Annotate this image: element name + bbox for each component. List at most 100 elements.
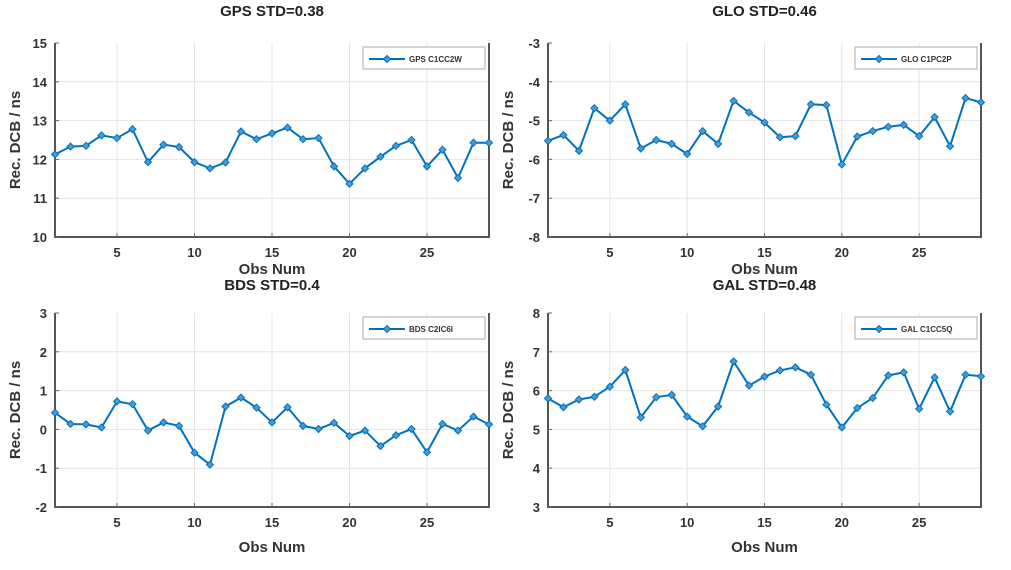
data-point [81, 420, 91, 429]
data-point [621, 100, 630, 109]
data-point [729, 96, 738, 106]
data-point [267, 129, 277, 138]
data-point [744, 381, 754, 390]
data-point [930, 373, 939, 382]
data-point [143, 157, 153, 167]
data-point [976, 372, 986, 381]
data-point [174, 421, 184, 431]
y-tick-label: 5 [533, 422, 540, 437]
data-point [559, 403, 568, 412]
data-point [205, 164, 215, 173]
x-tick-label: 5 [113, 515, 120, 530]
data-point [543, 136, 553, 145]
y-tick-label: 15 [33, 36, 47, 51]
chart-title: GLO STD=0.46 [712, 3, 817, 20]
data-point [221, 158, 230, 167]
data-point [945, 142, 955, 151]
data-point [698, 422, 707, 431]
data-point [329, 418, 339, 428]
data-point [806, 370, 816, 379]
chart-panel-2: 5 10 15 20 25 -2 -1 0 1 2 3 BDS STD=0.4 Obs Num Rec. … [7, 277, 494, 556]
legend-box [362, 46, 486, 70]
x-tick-label: 20 [342, 245, 356, 260]
data-point [236, 393, 246, 402]
x-tick-label: 10 [680, 515, 694, 530]
data-point [868, 126, 877, 136]
data-point [236, 127, 246, 136]
data-point [50, 408, 60, 417]
data-point [174, 142, 184, 152]
data-point [391, 141, 401, 151]
data-point [945, 407, 955, 416]
y-tick-label: 7 [533, 345, 540, 360]
data-point [914, 131, 924, 141]
legend-marker [874, 324, 884, 334]
x-axis-label: Obs Num [731, 261, 798, 278]
legend-label: BDS C2IC6I [409, 325, 453, 334]
data-point [605, 116, 615, 125]
y-tick-label: 14 [33, 75, 48, 90]
x-tick-label: 10 [680, 245, 694, 260]
legend-box [854, 316, 978, 340]
data-point [128, 399, 137, 409]
data-point [667, 139, 676, 149]
data-point [884, 371, 893, 380]
data-point [590, 392, 599, 402]
data-point [822, 100, 831, 110]
y-tick-label: -7 [528, 191, 540, 206]
data-point [899, 120, 908, 130]
x-axis-label: Obs Num [239, 539, 306, 556]
data-point [66, 142, 75, 151]
chart-title: GPS STD=0.38 [220, 3, 324, 20]
data-point [438, 145, 447, 154]
data-point [484, 138, 494, 147]
data-point [221, 402, 230, 411]
y-tick-label: -1 [35, 461, 47, 476]
data-point [314, 424, 323, 434]
legend-box [854, 46, 978, 70]
data-point [884, 122, 893, 132]
data-point [822, 400, 831, 409]
data-point [267, 418, 277, 427]
data-point [837, 423, 847, 432]
y-tick-label: -4 [528, 75, 540, 90]
data-point [190, 448, 199, 457]
chart-title: GAL STD=0.48 [713, 277, 817, 294]
y-tick-label: 3 [533, 500, 540, 515]
y-tick-label: 1 [40, 384, 47, 399]
data-point [636, 413, 645, 422]
data-point [453, 173, 463, 183]
data-point [590, 103, 599, 113]
data-point [453, 426, 463, 435]
data-point [81, 141, 91, 151]
data-point [190, 157, 199, 167]
y-axis-label: Rec. DCB / ns [500, 91, 517, 189]
x-tick-label: 25 [420, 515, 434, 530]
x-tick-label: 20 [835, 245, 849, 260]
data-point [667, 390, 676, 400]
data-point [853, 403, 862, 413]
data-point [605, 382, 615, 391]
data-point [407, 424, 416, 434]
x-tick-label: 5 [113, 245, 120, 260]
data-point [682, 412, 692, 421]
x-tick-label: 25 [912, 245, 926, 260]
x-tick-label: 20 [835, 515, 849, 530]
x-tick-label: 5 [606, 245, 613, 260]
data-point [760, 118, 769, 127]
x-axis-label: Obs Num [731, 539, 798, 556]
chart-title: BDS STD=0.4 [224, 277, 320, 294]
data-point [283, 123, 292, 132]
data-point [112, 397, 122, 406]
data-point [159, 140, 168, 149]
data-point [469, 138, 478, 147]
data-point [283, 403, 292, 412]
data-point [961, 93, 970, 103]
chart-panel-0: 5 10 15 20 25 10 11 12 13 14 15 GPS STD=0.38 Obs Num… [7, 3, 494, 278]
data-point [806, 100, 816, 109]
data-point [298, 421, 308, 431]
y-axis-label: Rec. DCB / ns [7, 91, 24, 189]
data-point [713, 402, 723, 411]
chart-panel-3: 5 10 15 20 25 3 4 5 6 7 8 GAL STD=0.48 Obs Num Rec. D… [500, 277, 986, 556]
